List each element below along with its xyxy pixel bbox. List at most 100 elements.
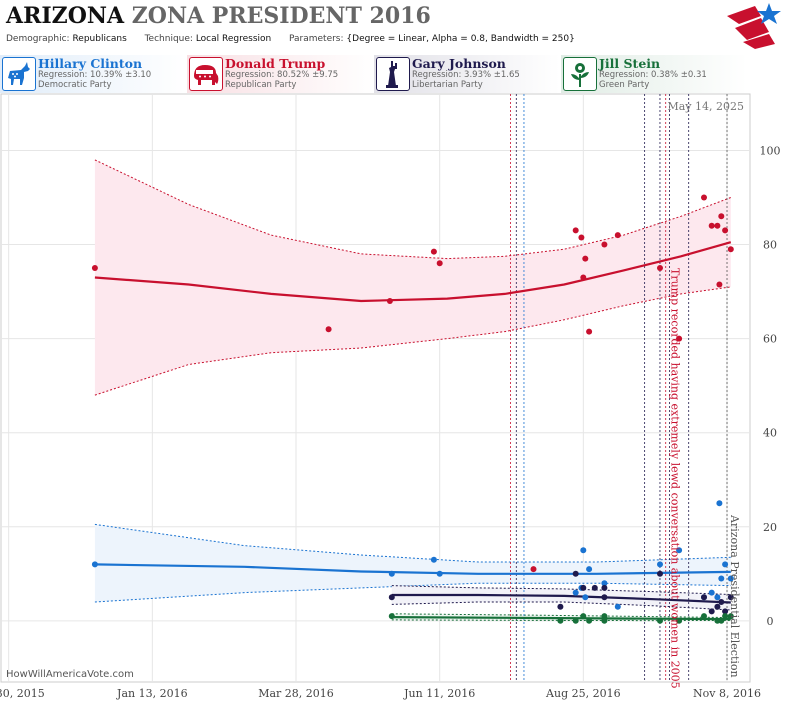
poll-point — [388, 613, 395, 620]
annotation-label: Arizona Presidential Election — [728, 514, 741, 678]
trend-line — [391, 615, 731, 621]
poll-point — [676, 617, 683, 624]
elephant-icon — [189, 57, 223, 91]
title-race: ZONA PRESIDENT 2016 — [131, 3, 431, 29]
confidence-bands — [94, 159, 731, 622]
poll-point — [430, 556, 437, 563]
poll-point — [572, 227, 579, 234]
candidate-name: Jill Stein — [599, 56, 661, 71]
poll-point — [557, 603, 564, 610]
poll-point — [601, 613, 608, 620]
parameters-label: Parameters: — [288, 34, 344, 44]
site-watermark: HowWillAmericaVote.com — [6, 669, 134, 680]
poll-point — [657, 617, 663, 624]
candidate-name: Hillary Clinton — [38, 56, 143, 71]
poll-point — [727, 575, 734, 582]
candidate-card-stein: Jill Stein Regression: 0.38% ±0.31 Green… — [561, 55, 747, 93]
poll-points — [91, 194, 734, 624]
candidate-card-johnson: Gary Johnson Regression: 3.93% ±1.65 Lib… — [374, 55, 560, 93]
x-tick-label: Jan 13, 2016 — [116, 687, 188, 700]
poll-point — [601, 584, 608, 591]
technique-value: Local Regression — [195, 34, 272, 44]
poll-point — [614, 232, 621, 239]
candidate-regression: Regression: 0.38% ±0.31 — [599, 70, 707, 80]
candidate-party: Green Party — [599, 80, 650, 90]
poll-point — [325, 326, 332, 333]
candidate-card-clinton: Hillary Clinton Regression: 10.39% ±3.10… — [0, 55, 186, 93]
poll-point — [388, 570, 395, 577]
poll-point — [586, 617, 593, 624]
poll-point — [580, 547, 587, 554]
trend-lines — [94, 241, 732, 621]
poll-point — [708, 589, 715, 596]
poll-point — [586, 328, 593, 335]
poll-point — [530, 566, 537, 573]
poll-point — [436, 570, 443, 577]
poll-point — [578, 234, 585, 241]
band-lower-line — [94, 286, 731, 396]
demographic-label: Demographic: — [6, 34, 70, 44]
poll-point — [91, 561, 98, 568]
parameters-value: {Degree = Linear, Alpha = 0.8, Bandwidth… — [346, 34, 575, 44]
x-tick-label: Aug 25, 2016 — [545, 687, 621, 700]
poll-point — [716, 500, 723, 507]
poll-point — [722, 561, 729, 568]
band-upper-line — [94, 523, 731, 563]
flower-icon — [563, 57, 597, 91]
poll-point — [727, 246, 734, 253]
technique-label: Technique: — [144, 34, 193, 44]
poll-point — [657, 570, 663, 577]
candidate-card-trump: Donald Trump Regression: 80.52% ±9.75 Re… — [187, 55, 373, 93]
poll-point — [701, 613, 707, 620]
y-tick-label: 0 — [767, 615, 774, 628]
chart-date-label: May 14, 2025 — [667, 100, 744, 113]
y-tick-label: 20 — [763, 521, 777, 534]
chart-header: ARIZONA ZONA PRESIDENT 2016 Demographic:… — [0, 0, 789, 56]
poll-point — [601, 617, 608, 624]
poll-point — [718, 575, 725, 582]
poll-point — [718, 213, 725, 220]
poll-point — [722, 227, 729, 234]
poll-point — [580, 613, 587, 620]
candidate-regression: Regression: 80.52% ±9.75 — [225, 70, 339, 80]
poll-point — [676, 547, 683, 554]
poll-point — [718, 617, 725, 624]
band-upper-line — [391, 613, 731, 619]
x-tick-label: Mar 28, 2016 — [258, 687, 334, 700]
candidate-name: Gary Johnson — [412, 56, 506, 71]
poll-point — [718, 599, 725, 605]
y-tick-label: 60 — [763, 333, 777, 346]
x-tick-label: Nov 8, 2016 — [693, 687, 761, 700]
poll-point — [722, 613, 729, 620]
poll-point — [714, 594, 721, 601]
poll-point — [657, 561, 663, 568]
poll-point — [714, 222, 721, 229]
poll-point — [727, 594, 734, 601]
site-logo-icon — [727, 3, 781, 49]
poll-point — [580, 274, 587, 281]
poll-point — [676, 335, 683, 342]
band-upper-line — [391, 585, 731, 595]
page-title: ARIZONA ZONA PRESIDENT 2016 — [6, 3, 431, 29]
candidate-party: Republican Party — [225, 80, 297, 90]
poll-point — [586, 566, 593, 573]
trend-line — [94, 563, 731, 575]
poll-point — [572, 589, 579, 596]
confidence-band — [391, 585, 731, 610]
poll-point — [591, 584, 598, 591]
poll-point — [572, 570, 579, 577]
poll-point — [708, 608, 715, 615]
poll-point — [582, 594, 589, 601]
candidate-legend: Hillary Clinton Regression: 10.39% ±3.10… — [0, 55, 789, 93]
annotation-label: Trump recorded having extremely lewd con… — [669, 268, 682, 689]
poll-point — [716, 281, 723, 288]
poll-point — [601, 580, 608, 587]
liberty-statue-icon — [376, 57, 410, 91]
annotations: Trump recorded having extremely lewd con… — [669, 268, 741, 689]
candidate-regression: Regression: 10.39% ±3.10 — [38, 70, 152, 80]
band-lower-line — [94, 582, 731, 603]
band-lower-line — [391, 619, 731, 622]
trend-line — [94, 241, 732, 303]
poll-point — [557, 617, 564, 624]
